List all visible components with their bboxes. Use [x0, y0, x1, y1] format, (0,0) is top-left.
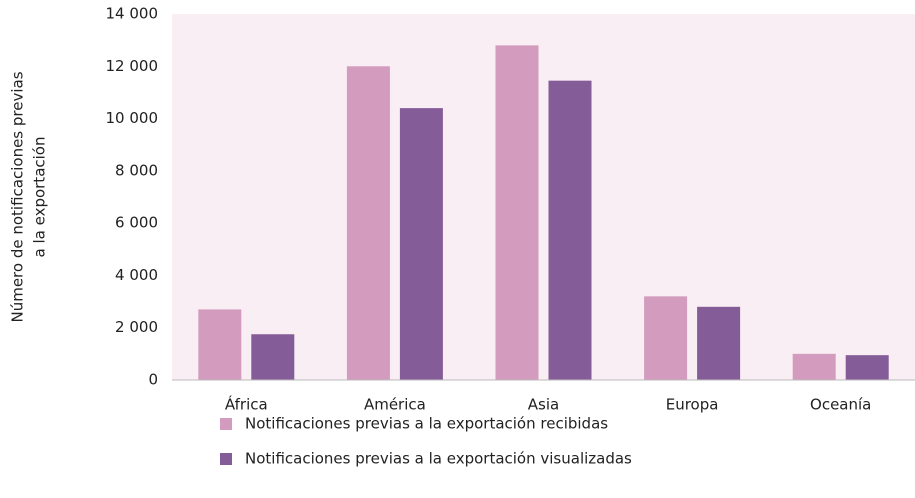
x-tick-label: Oceanía [810, 396, 871, 414]
y-tick-label: 2 000 [115, 318, 158, 336]
y-tick-label: 0 [148, 371, 158, 389]
y-tick-label: 6 000 [115, 214, 158, 232]
y-tick-label: 10 000 [106, 109, 159, 127]
bar [495, 45, 539, 380]
bar [845, 355, 889, 380]
bar [346, 66, 390, 381]
x-tick-label: América [364, 396, 426, 414]
x-tick-label: África [225, 395, 268, 414]
x-tick-label: Europa [666, 396, 719, 414]
bar [792, 353, 836, 380]
legend-label: Notificaciones previas a la exportación … [245, 450, 632, 468]
bar [399, 108, 443, 380]
y-tick-label: 4 000 [115, 266, 158, 284]
legend-swatch [220, 418, 232, 430]
bar [198, 309, 242, 380]
y-tick-label: 14 000 [106, 5, 159, 23]
legend-swatch [220, 453, 232, 465]
bar [548, 80, 592, 381]
y-axis-title: Número de notificaciones previas a la ex… [9, 71, 49, 322]
y-tick-label: 8 000 [115, 161, 158, 179]
x-tick-label: Asia [528, 396, 559, 414]
bar [644, 296, 688, 380]
plot-background [172, 14, 915, 380]
bar [251, 334, 295, 380]
legend-label: Notificaciones previas a la exportación … [245, 415, 608, 433]
bar [697, 306, 741, 380]
y-tick-label: 12 000 [106, 57, 159, 75]
y-axis-title-line: Número de notificaciones previas [9, 71, 27, 322]
y-axis-title-line: a la exportación [31, 137, 49, 258]
